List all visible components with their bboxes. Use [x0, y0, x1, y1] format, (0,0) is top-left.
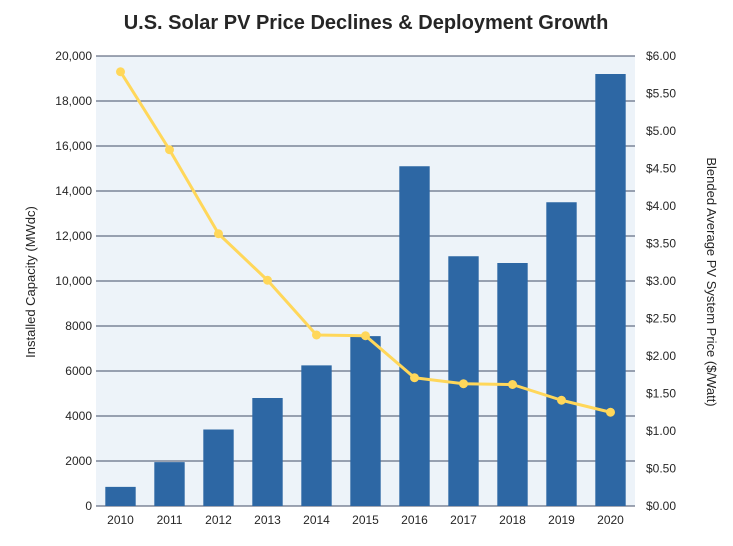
price-point	[557, 395, 566, 405]
price-point	[214, 229, 223, 239]
x-axis-tick-label: 2020	[597, 513, 624, 527]
right-axis-tick-label: $6.00	[646, 49, 676, 63]
left-axis-tick-label: 14,000	[55, 184, 92, 198]
left-axis-ticks: 0 2000 4000 6000 8000 10,000 12,000 14,000 16,00…	[55, 49, 92, 513]
x-axis-tick-label: 2017	[450, 513, 477, 527]
capacity-bar	[105, 486, 136, 506]
right-axis-ticks: $0.00 $0.50 $1.00 $1.50 $2.00 $2.50 $3.00 $3.50…	[646, 49, 676, 513]
left-axis-tick-label: 8000	[65, 319, 92, 333]
price-point	[116, 67, 125, 77]
capacity-bar	[301, 365, 332, 506]
price-points	[116, 67, 615, 417]
price-point	[263, 275, 272, 285]
right-axis-tick-label: $5.50	[646, 87, 676, 101]
left-axis-tick-label: 16,000	[55, 139, 92, 153]
price-point	[165, 145, 174, 155]
right-axis-tick-label: $2.00	[646, 349, 676, 363]
left-axis-tick-label: 10,000	[55, 274, 92, 288]
x-axis-tick-label: 2014	[303, 513, 330, 527]
right-axis-tick-label: $0.50	[646, 462, 676, 476]
x-axis-tick-label: 2015	[352, 513, 379, 527]
left-axis-tick-label: 4000	[65, 409, 92, 423]
price-point	[508, 380, 517, 389]
left-axis-title: Installed Capacity (MWdc)	[23, 206, 38, 358]
x-axis-tick-label: 2010	[107, 513, 134, 527]
capacity-bar	[154, 462, 185, 506]
capacity-bar	[399, 166, 430, 506]
right-axis-tick-label: $0.00	[646, 499, 676, 513]
x-axis-tick-label: 2012	[205, 513, 232, 527]
right-axis-tick-label: $2.50	[646, 312, 676, 326]
right-axis-tick-label: $5.00	[646, 124, 676, 138]
right-axis-tick-label: $4.50	[646, 162, 676, 176]
right-axis-tick-label: $1.00	[646, 424, 676, 438]
x-axis-tick-label: 2013	[254, 513, 281, 527]
bar-series	[105, 74, 626, 506]
price-point	[361, 331, 370, 341]
left-axis-tick-label: 2000	[65, 454, 92, 468]
right-axis-tick-label: $1.50	[646, 387, 676, 401]
right-axis-tick-label: $4.00	[646, 199, 676, 213]
left-axis-tick-label: 0	[85, 499, 92, 513]
chart-title: U.S. Solar PV Price Declines & Deploymen…	[124, 12, 609, 34]
left-axis-tick-label: 20,000	[55, 49, 92, 63]
x-axis-tick-label: 2011	[157, 513, 183, 527]
price-point	[459, 379, 468, 389]
left-axis-tick-label: 6000	[65, 364, 92, 378]
capacity-bar	[350, 336, 381, 506]
right-axis-title: Blended Average PV System Price ($/Watt)	[704, 157, 719, 406]
capacity-bar	[252, 398, 283, 506]
x-axis-tick-label: 2018	[499, 513, 526, 527]
right-axis-tick-label: $3.00	[646, 274, 676, 288]
capacity-bar	[546, 202, 577, 506]
price-point	[312, 330, 321, 340]
capacity-bar	[203, 429, 234, 506]
x-axis-tick-label: 2016	[401, 513, 428, 527]
price-point	[606, 407, 615, 417]
right-axis-tick-label: $3.50	[646, 237, 676, 251]
x-axis-ticks: 2010 2011 2012 2013 2014 2015 2016 2017 2018 2019…	[107, 513, 624, 527]
price-point	[410, 373, 419, 383]
capacity-bar	[595, 74, 626, 506]
left-axis-tick-label: 12,000	[55, 229, 92, 243]
left-axis-tick-label: 18,000	[55, 94, 92, 108]
x-axis-tick-label: 2019	[548, 513, 575, 527]
